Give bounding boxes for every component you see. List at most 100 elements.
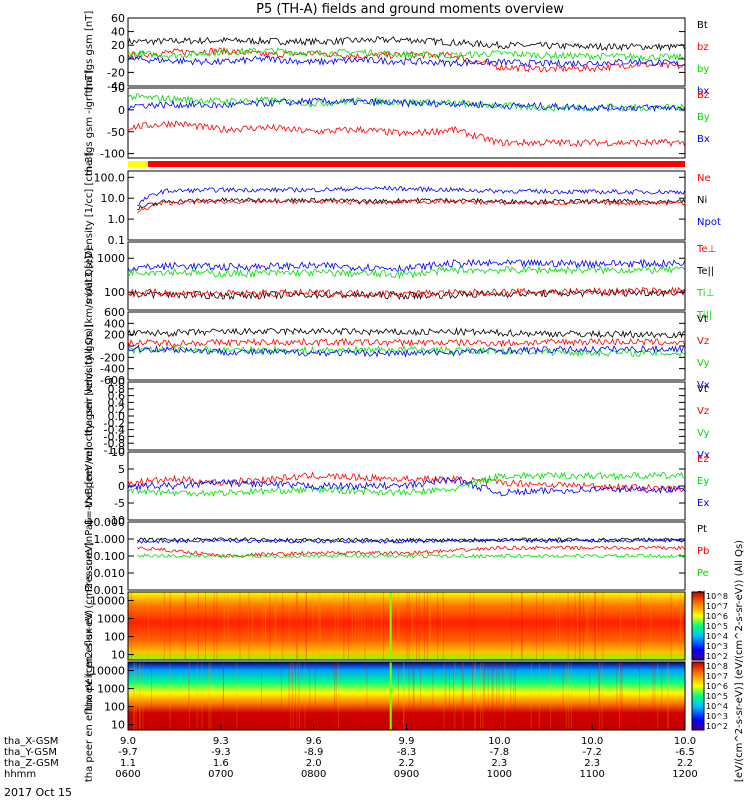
y-tick-label: 1.0 xyxy=(108,213,126,226)
series-line-Te|| xyxy=(127,288,685,301)
x-tick-label: 10.0 xyxy=(488,736,510,747)
colorbar-label: [eV/(cm^2-s-sr-eV)] (eV/(cm^2-s-sr-eV)) … xyxy=(734,540,745,782)
y-tick-label: 0 xyxy=(118,104,125,117)
colorbar-tick-label: 10^8 xyxy=(706,662,728,671)
x-tick-label: -9.3 xyxy=(211,747,231,758)
legend-entry: Npot xyxy=(697,217,721,228)
colorbar xyxy=(691,661,705,731)
panel-frame xyxy=(127,311,686,381)
y-tick-label: 20 xyxy=(111,39,125,52)
legend-entry: Vx xyxy=(697,450,710,461)
y-tick-label: -0.4 xyxy=(104,424,125,437)
y-tick-label: 10 xyxy=(111,719,125,732)
legend-entry: Vy xyxy=(697,428,710,439)
x-tick-label: 1000 xyxy=(487,769,512,780)
y-tick-label: -0.8 xyxy=(104,437,125,450)
y-tick-label: 1.0 xyxy=(108,376,126,389)
series-line-bz xyxy=(127,47,685,73)
x-row-label: tha_Z-GSM xyxy=(4,758,59,769)
y-tick-label: 100.0 xyxy=(94,171,126,184)
y-tick-label: -5 xyxy=(114,497,125,510)
legend-entry: Bt xyxy=(697,20,708,31)
x-tick-label: 2.0 xyxy=(306,758,322,769)
panel-frame xyxy=(127,241,686,311)
y-tick-label: 50 xyxy=(111,82,125,95)
y-tick-label: 1000 xyxy=(97,252,125,265)
y-axis-label: tha fgs gsm -igrf [nT] xyxy=(84,70,95,176)
series-line-Bz xyxy=(127,120,685,148)
colorbar-tick-label: 10^7 xyxy=(706,672,728,681)
legend-entry: Ne xyxy=(697,173,711,184)
series-line-Pe xyxy=(137,553,686,559)
series-line-Npot xyxy=(137,185,686,207)
legend-entry: Pt xyxy=(697,524,707,535)
legend-entry: by xyxy=(697,64,709,75)
colorbar-tick-label: 10^4 xyxy=(706,702,728,711)
panel-3: 1000 100 moat3 [eV] Te⊥ Te|| Ti⊥ Ti|| xyxy=(84,241,716,321)
legend-entry: Vt xyxy=(697,384,708,395)
series-line-Ex xyxy=(127,476,685,497)
x-tick-label: 0800 xyxy=(301,769,326,780)
colorbar-tick-label: 10^8 xyxy=(706,592,728,601)
x-tick-label: 2.2 xyxy=(399,758,415,769)
y-tick-label: 1000 xyxy=(97,683,125,696)
x-row-label: hhmm xyxy=(4,769,36,780)
y-tick-label: 0.8 xyxy=(108,383,126,396)
colorbar-tick-label: 10^3 xyxy=(706,712,728,721)
legend-entry: By xyxy=(697,112,710,123)
x-tick-label: 0700 xyxy=(208,769,233,780)
x-tick-label: -8.3 xyxy=(397,747,417,758)
legend-entry: Vz xyxy=(697,336,709,347)
y-tick-label: 400 xyxy=(104,317,125,330)
legend-entry: Ey xyxy=(697,476,709,487)
y-tick-label: 0.0 xyxy=(108,410,126,423)
colorbar-tick-label: 10^3 xyxy=(706,642,728,651)
y-axis-label: E=-VxB [mV/m] xyxy=(84,447,95,525)
y-tick-label: -1.0 xyxy=(104,444,125,457)
legend-entry: Ez xyxy=(697,454,709,465)
panel-frame xyxy=(127,381,686,451)
x-tick-label: 1.6 xyxy=(213,758,229,769)
legend-entry: bx xyxy=(697,86,709,97)
y-tick-label: -200 xyxy=(100,351,125,364)
x-row-label: tha_X-GSM xyxy=(4,736,58,747)
y-tick-label: 10.0 xyxy=(101,192,126,205)
y-tick-label: 0.6 xyxy=(108,390,126,403)
y-tick-label: 0 xyxy=(118,53,125,66)
x-tick-label: -7.8 xyxy=(490,747,510,758)
legend-entry: Bz xyxy=(697,90,709,101)
y-tick-label: -50 xyxy=(107,126,125,139)
x-tick-label: 9.9 xyxy=(399,736,415,747)
legend-entry: bz xyxy=(697,42,709,53)
series-line-bx xyxy=(127,55,685,68)
spectrogram-1: 10000 1000 100 10 tha peer en eflux eV (cm2-… xyxy=(84,610,728,782)
x-tick-label: -8.9 xyxy=(304,747,324,758)
y-tick-label: 0.4 xyxy=(108,396,126,409)
colorbar-tick-label: 10^2 xyxy=(706,652,728,661)
colorbar-tick-label: 10^2 xyxy=(706,722,728,731)
legend-entry: Pe xyxy=(697,568,709,579)
x-tick-label: 10.0 xyxy=(674,736,696,747)
legend-entry: Vy xyxy=(697,358,710,369)
spectrograms-group: 10000 1000 100 10 tha peir en eflux eV (cm2-… xyxy=(84,540,745,782)
y-tick-label: 10000 xyxy=(90,595,125,608)
legend-entry: Vt xyxy=(697,314,708,325)
series-line-Ey xyxy=(127,471,685,497)
spectrogram-frame xyxy=(127,591,686,661)
y-tick-label: 5 xyxy=(118,463,125,476)
panel-1: 50 0 -50 -100 tha fgs gsm -igrf [nT] Bz By Bx xyxy=(84,70,710,176)
legend-entry: Ti⊥ xyxy=(696,288,714,299)
series-line-Ne xyxy=(137,198,686,214)
x-axis-block: tha_X-GSMtha_Y-GSMtha_Z-GSMhhmm9.0-9.71.… xyxy=(4,724,698,780)
x-tick-label: 9.6 xyxy=(306,736,322,747)
y-tick-label: -400 xyxy=(100,363,125,376)
y-axis-label: tha peir en eflux eV (cm2-s-sr-eV) xyxy=(84,541,95,710)
quality-flag-bar xyxy=(128,161,685,167)
y-tick-label: 0.100 xyxy=(94,550,126,563)
y-tick-label: 10 xyxy=(111,446,125,459)
y-tick-label: -10 xyxy=(107,514,125,527)
y-tick-label: -0.6 xyxy=(104,430,125,443)
